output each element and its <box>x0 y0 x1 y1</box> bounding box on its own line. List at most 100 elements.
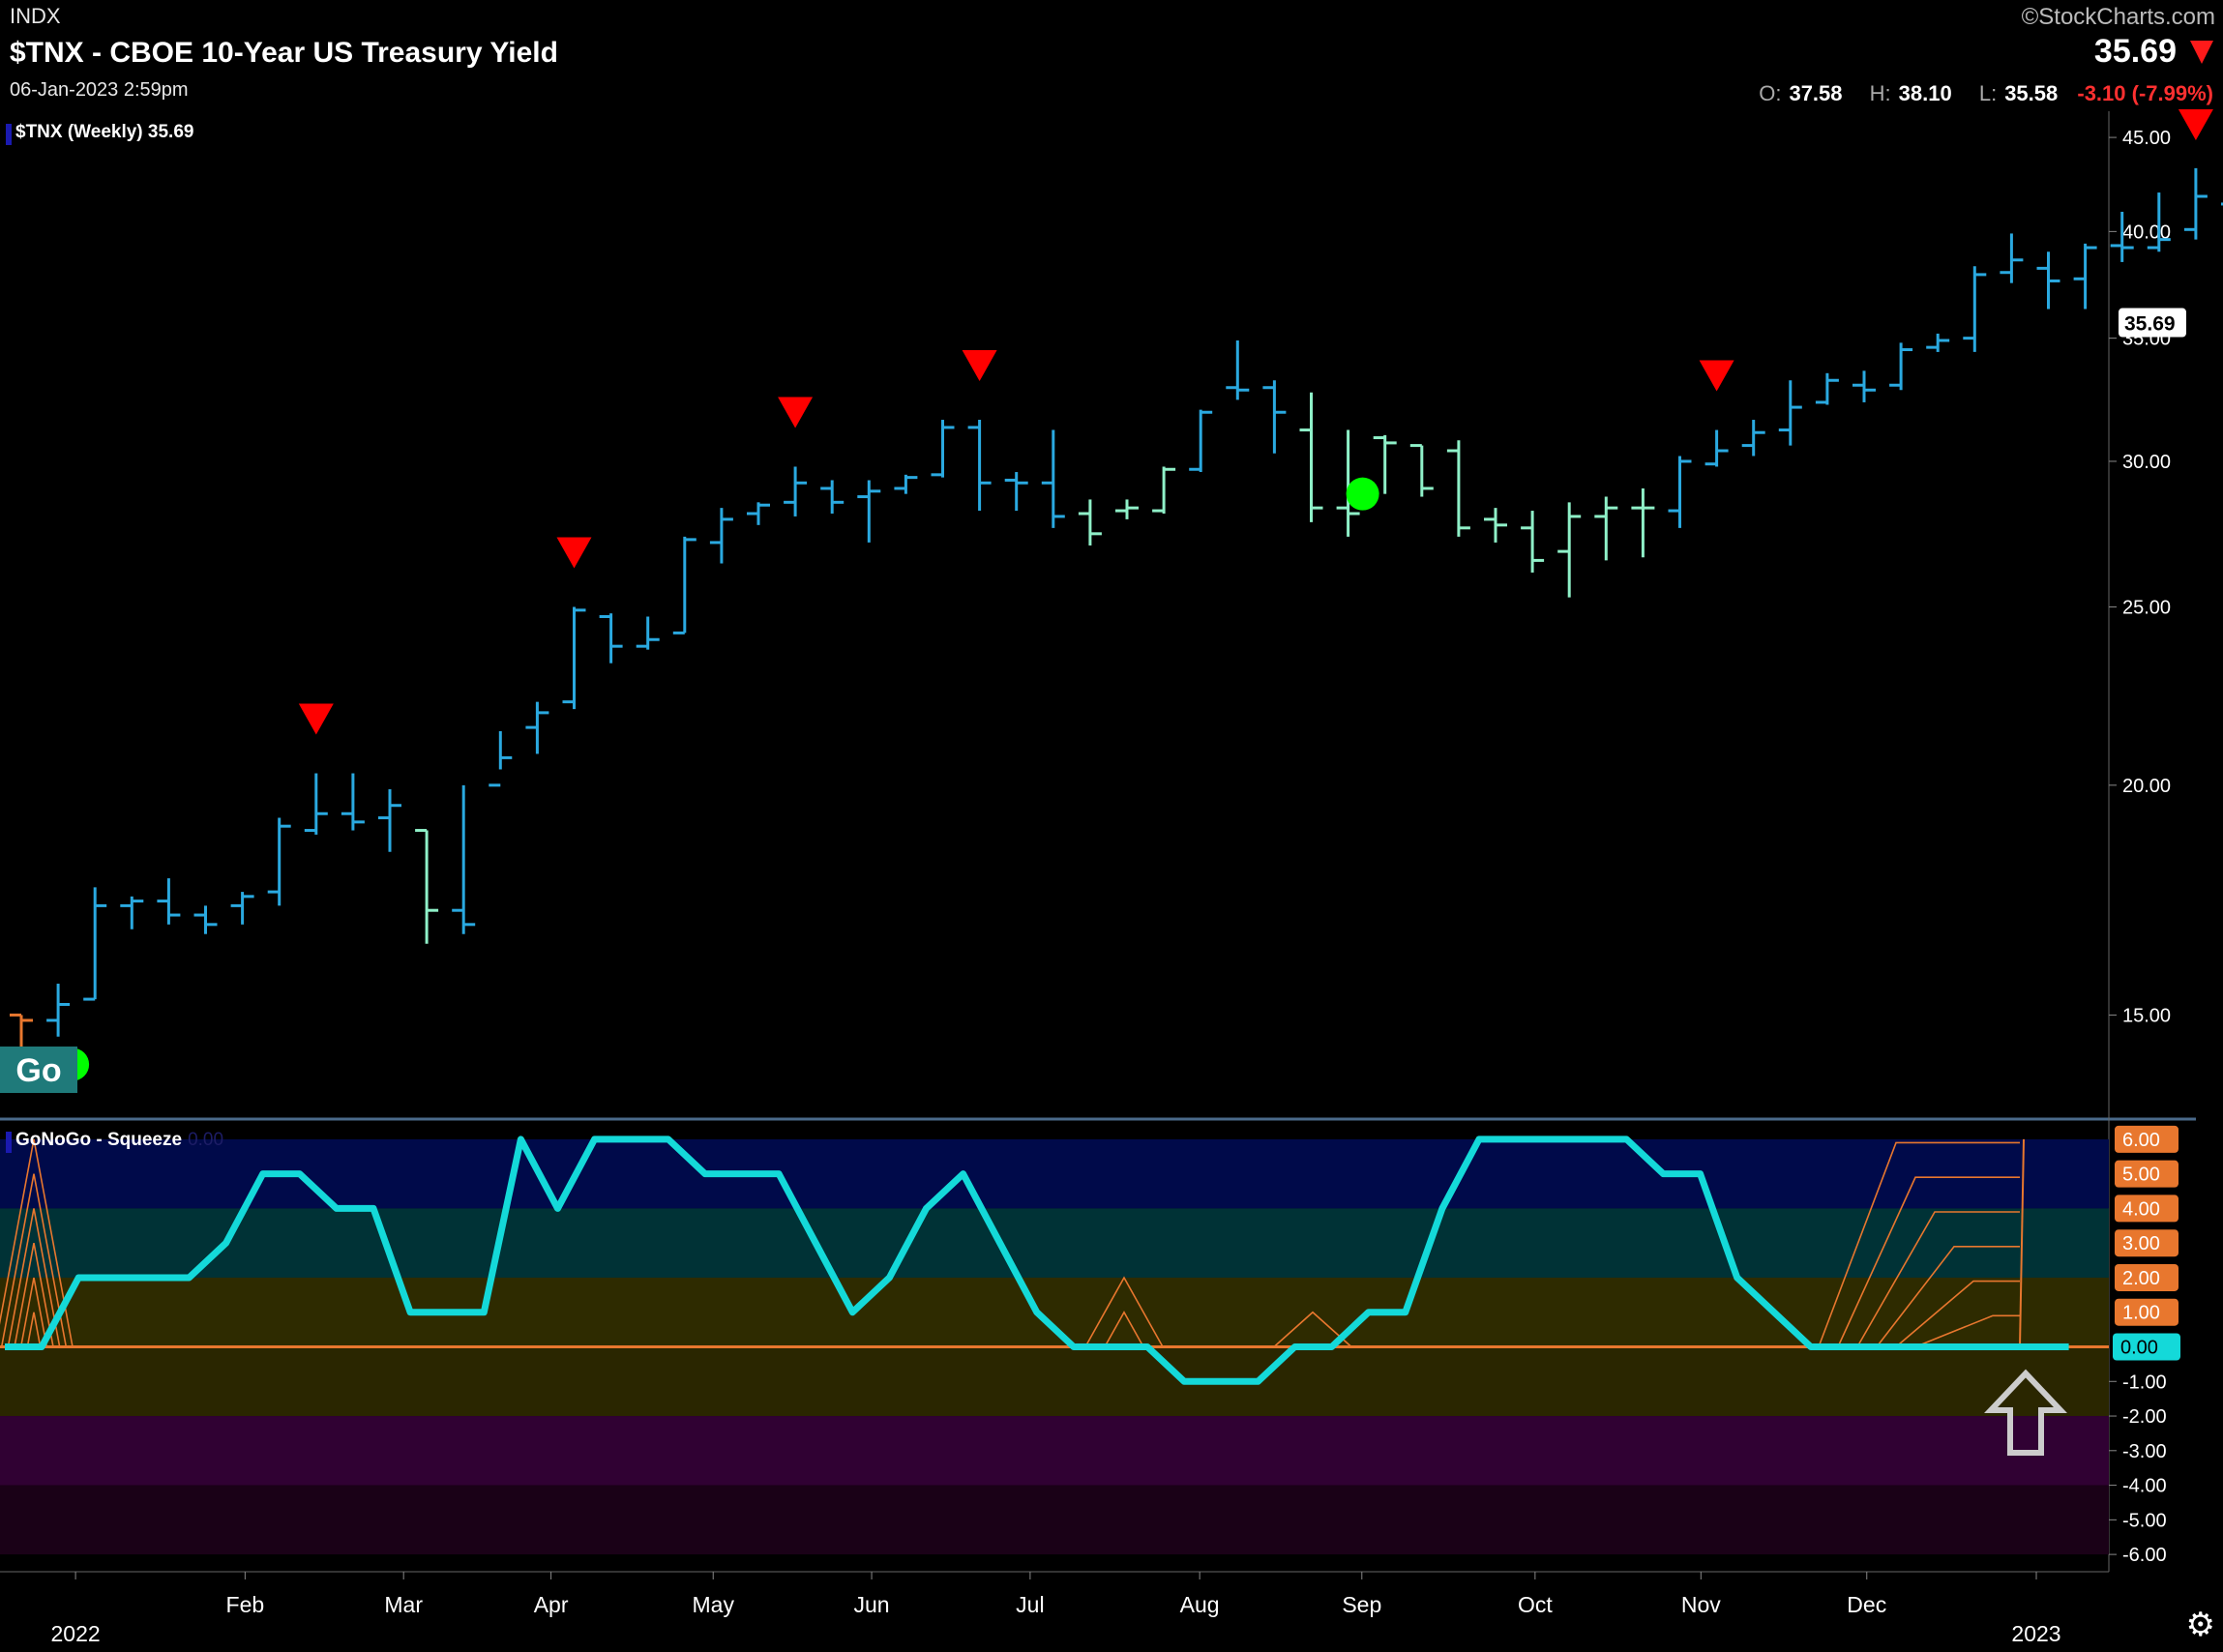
ohlc-bar <box>2036 251 2060 310</box>
x-tick-label: Oct <box>1518 1592 1553 1617</box>
ohlc-bar <box>1078 499 1102 546</box>
squeeze-ramp-line <box>1914 1314 2020 1348</box>
squeeze-y-tick-label: -2.00 <box>2122 1406 2167 1428</box>
ohlc-bar <box>1704 429 1729 467</box>
ohlc-bar <box>747 502 770 525</box>
ohlc-bar <box>1226 340 1250 400</box>
down-arrow-icon <box>2190 41 2213 64</box>
squeeze-fan-line <box>1084 1276 1164 1347</box>
ohlc-bar <box>1521 511 1545 573</box>
squeeze-band <box>0 1208 2109 1278</box>
open-value: 37.58 <box>1789 81 1843 105</box>
ohlc-bar <box>709 508 733 564</box>
squeeze-y-tick-label: -4.00 <box>2122 1476 2167 1497</box>
squeeze-y-tick-label: -1.00 <box>2122 1372 2167 1393</box>
squeeze-y-tick-label: 2.00 <box>2122 1268 2160 1289</box>
squeeze-last-badge <box>2113 1333 2180 1361</box>
squeeze-band <box>0 1138 2109 1209</box>
x-tick-label: Dec <box>1847 1592 1886 1617</box>
price-last-badge <box>2119 308 2186 338</box>
squeeze-fan-line <box>1104 1311 1144 1347</box>
squeeze-fan-line <box>1273 1311 1352 1348</box>
ohlc-bar <box>1668 456 1692 528</box>
x-tick-label: Nov <box>1681 1592 1721 1617</box>
ohlc-bar <box>1778 380 1802 446</box>
ohlc-bar <box>489 730 513 787</box>
squeeze-y-tick-badge <box>2115 1125 2179 1153</box>
brand-link[interactable]: ©StockCharts.com <box>2021 4 2215 30</box>
low-value: 35.58 <box>2004 81 2059 105</box>
squeeze-line <box>5 1136 2069 1385</box>
ohlc-bar <box>83 887 107 1001</box>
price-plot-area <box>0 111 2109 1117</box>
ohlc-bar <box>1594 496 1618 561</box>
nogo-trigger <box>2178 109 2213 140</box>
price-y-tick-label: 25.00 <box>2122 598 2171 619</box>
ohlc-bar <box>1963 266 1987 352</box>
squeeze-y-tick-label: 4.00 <box>2122 1198 2160 1220</box>
ohlc-bar <box>1557 502 1582 598</box>
ohlc-bar <box>1741 420 1765 457</box>
ohlc-bar <box>1115 499 1139 519</box>
go-dot <box>1346 477 1379 511</box>
price-last-label: 35.69 <box>2124 313 2176 336</box>
ohlc-bar <box>1446 440 1470 537</box>
ohlc-bar <box>1484 508 1507 543</box>
ohlc-bar <box>1409 444 1434 497</box>
ohlc-bar <box>193 905 218 934</box>
price-y-tick-label: 30.00 <box>2122 452 2171 473</box>
last-price: 35.69 <box>2093 33 2177 70</box>
squeeze-ramp-spike <box>2019 1138 2025 1347</box>
x-tick-label: May <box>693 1592 735 1617</box>
squeeze-ramp-line <box>1818 1141 2020 1347</box>
ohlc-bar <box>1852 370 1876 402</box>
squeeze-ramp-line <box>1876 1245 2020 1347</box>
ohlc-bar <box>967 420 992 512</box>
high-value: 38.10 <box>1898 81 1952 105</box>
x-tick-label: Sep <box>1342 1592 1381 1617</box>
ohlc-bar <box>1373 434 1397 494</box>
ohlc-bar <box>378 788 401 852</box>
squeeze-ramp-line <box>1895 1280 2020 1348</box>
ohlc-bar <box>157 878 181 925</box>
gear-icon[interactable]: ⚙ <box>2185 1607 2215 1643</box>
squeeze-y-tick-label: 3.00 <box>2122 1233 2160 1254</box>
ohlc-bar <box>341 773 365 831</box>
x-tick-label: 2022 <box>51 1621 101 1646</box>
nogo-trigger <box>298 703 334 735</box>
x-tick-label: Mar <box>384 1592 423 1617</box>
nogo-trigger <box>962 350 997 382</box>
ohlc-bar <box>1189 409 1213 473</box>
go-badge-label: Go <box>15 1052 61 1089</box>
ohlc-readout: O: 37.58 H: 38.10 L: 35.58 -3.10 (-7.99%) <box>1737 81 2213 106</box>
price-y-tick-label: 45.00 <box>2122 128 2171 149</box>
squeeze-ramp <box>1818 1141 2020 1348</box>
ohlc-bar <box>1152 466 1176 514</box>
ohlc-bar <box>304 773 328 835</box>
nogo-trigger <box>556 537 592 569</box>
ohlc-bar <box>2183 167 2208 240</box>
squeeze-y-tick-label: -3.00 <box>2122 1441 2167 1462</box>
squeeze-fan <box>0 1138 74 1347</box>
ohlc-bar <box>820 480 845 514</box>
high-label: H: <box>1869 81 1891 105</box>
chart-title: $TNX - CBOE 10-Year US Treasury Yield <box>10 37 558 69</box>
squeeze-fan <box>1084 1276 1164 1347</box>
ohlc-bar <box>2110 211 2134 262</box>
ohlc-bar <box>1262 380 1287 454</box>
squeeze-fan-line <box>0 1138 74 1347</box>
ohlc-bar <box>784 466 808 516</box>
nogo-trigger <box>778 397 814 428</box>
squeeze-band <box>0 1277 2109 1347</box>
ohlc-bar <box>1889 342 1913 391</box>
squeeze-last-label: 0.00 <box>2120 1338 2158 1359</box>
x-tick-label: Apr <box>534 1592 569 1617</box>
ohlc-bar <box>1041 429 1065 528</box>
ohlc-bar <box>562 606 586 710</box>
squeeze-y-tick-badge <box>2115 1229 2179 1257</box>
ohlc-bar <box>931 420 955 478</box>
go-badge <box>0 1047 77 1093</box>
price-series-marker <box>6 124 12 145</box>
squeeze-fan-line <box>14 1243 54 1347</box>
